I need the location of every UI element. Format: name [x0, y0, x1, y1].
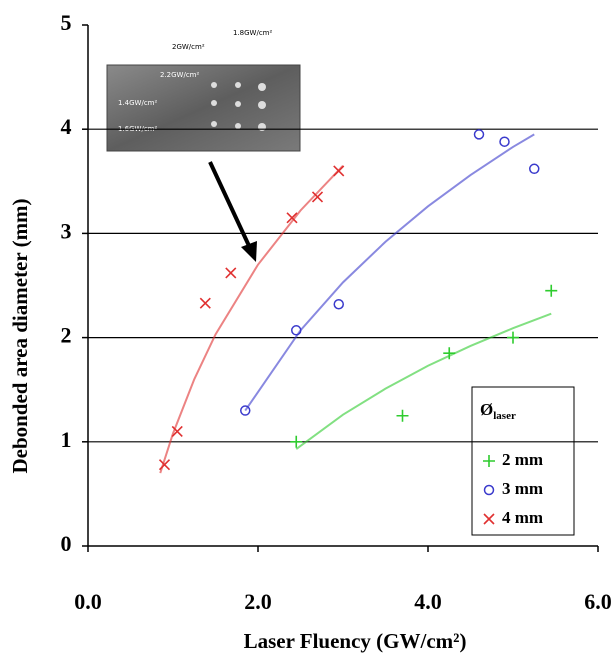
inset-spots: [211, 82, 266, 131]
legend-marker: [483, 484, 495, 496]
point: [545, 284, 558, 297]
x-tick-label: 6.0: [584, 589, 612, 614]
point: [225, 267, 237, 279]
point: [286, 212, 298, 224]
trend-line: [244, 133, 535, 412]
arrow-head: [241, 241, 257, 262]
inset-label: 2.8GW/cm²: [307, 126, 347, 134]
point: [396, 409, 409, 422]
y-tick-label: 4: [61, 114, 72, 139]
inset-label: 1.8GW/cm²: [233, 29, 273, 37]
legend-label: 2 mm: [502, 450, 543, 469]
y-tick-label: 1: [61, 427, 72, 452]
y-tick-label: 2: [61, 323, 72, 348]
inset-label: 2.6GW/cm²: [303, 99, 343, 107]
inset-label: 2GW/cm²: [172, 43, 205, 51]
point: [240, 405, 251, 416]
legend-label: 4 mm: [502, 508, 543, 527]
x-axis-label: Laser Fluency (GW/cm²): [244, 629, 467, 653]
point: [507, 331, 519, 344]
point: [443, 347, 456, 360]
point: [529, 163, 540, 175]
x-tick-label: 4.0: [414, 589, 442, 614]
inset-photo: [106, 64, 301, 152]
y-tick-label: 5: [61, 10, 72, 35]
point: [499, 136, 510, 147]
point: [291, 325, 302, 336]
point: [171, 425, 183, 437]
arrow-shaft: [208, 161, 252, 249]
y-tick-label: 3: [61, 218, 72, 243]
y-tick-label: 0: [61, 531, 72, 556]
inset-label: 1.4GW/cm²: [118, 99, 158, 107]
point: [333, 299, 344, 310]
x-tick-label: 2.0: [244, 589, 272, 614]
point: [158, 459, 171, 471]
trend-line: [295, 312, 552, 450]
y-axis-label: Debonded area diameter (mm): [8, 198, 32, 473]
point: [290, 435, 303, 448]
legend-marker: [483, 455, 495, 467]
point: [311, 191, 324, 203]
inset-label: 2.4GW/cm²: [300, 71, 340, 79]
x-tick-label: 0.0: [74, 589, 102, 614]
legend-title: Ølaser: [480, 400, 516, 422]
legend-label: 3 mm: [502, 479, 543, 498]
point: [473, 129, 485, 140]
legend-title-symbol: Ø: [480, 400, 493, 419]
point: [199, 297, 211, 309]
trend-line: [159, 164, 344, 474]
inset-label: 2.2GW/cm²: [160, 71, 200, 79]
legend-marker: [483, 513, 495, 525]
legend-title-sub: laser: [493, 410, 516, 422]
point: [333, 165, 345, 177]
